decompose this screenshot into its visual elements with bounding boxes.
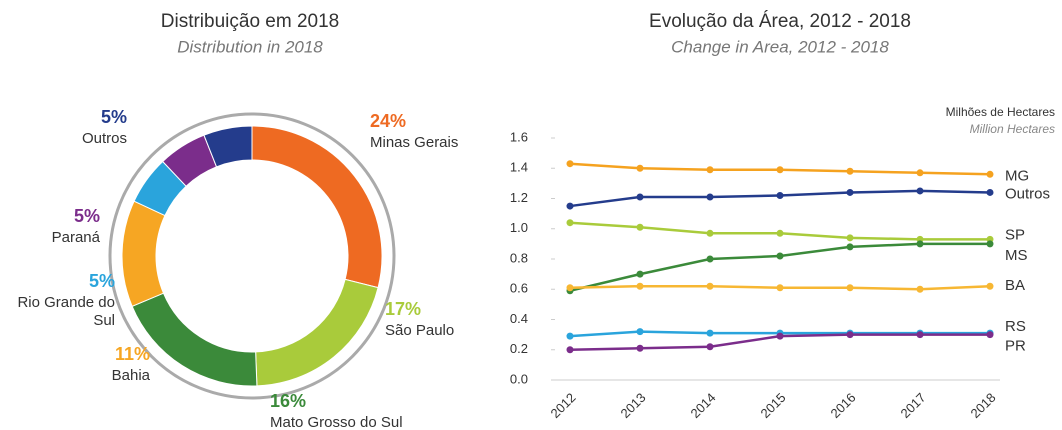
y-tick-label: 0.0	[510, 371, 528, 386]
x-tick-label: 2013	[617, 390, 648, 421]
data-point	[706, 282, 714, 290]
legend-label: MG	[1005, 167, 1029, 184]
data-point	[776, 332, 784, 340]
data-point	[566, 160, 574, 168]
segment-percent: 16%	[270, 391, 307, 411]
chart-subtitle: Change in Area, 2012 - 2018	[671, 37, 889, 56]
legend-label: Outros	[1005, 185, 1050, 202]
data-point	[986, 282, 994, 290]
data-point	[986, 170, 994, 178]
data-point	[846, 331, 854, 339]
chart-title: Evolução da Área, 2012 - 2018	[649, 11, 911, 32]
x-tick-label: 2016	[827, 390, 858, 421]
segment-percent: 11%	[114, 344, 150, 364]
data-point	[916, 240, 924, 248]
data-point	[986, 331, 994, 339]
segment-percent: 17%	[385, 299, 422, 319]
x-tick-label: 2015	[757, 390, 788, 421]
data-point	[916, 331, 924, 339]
legend-label: PR	[1005, 338, 1026, 355]
data-point	[916, 285, 924, 293]
data-point	[706, 255, 714, 263]
segment-percent: 5%	[88, 271, 115, 291]
axis-label: Milhões de Hectares	[946, 105, 1055, 119]
segment-label: Rio Grande do Sul	[17, 294, 115, 329]
segment-percent: 24%	[370, 111, 407, 131]
data-point	[846, 284, 854, 292]
data-point	[636, 193, 644, 201]
data-point	[776, 252, 784, 260]
legend-label: RS	[1005, 318, 1026, 335]
y-tick-label: 1.2	[510, 190, 528, 205]
segment-label: Bahia	[111, 367, 150, 384]
segment-label: Mato Grosso do Sul	[270, 414, 403, 430]
segment-percent: 5%	[100, 107, 127, 127]
data-point	[566, 332, 574, 340]
legend-label: MS	[1005, 247, 1028, 264]
data-point	[846, 234, 854, 242]
data-point	[776, 166, 784, 174]
legend-label: BA	[1005, 277, 1025, 294]
data-point	[846, 243, 854, 251]
data-point	[776, 191, 784, 199]
data-point	[636, 223, 644, 231]
data-point	[636, 328, 644, 336]
y-tick-label: 1.0	[510, 220, 528, 235]
data-point	[706, 166, 714, 174]
data-point	[776, 284, 784, 292]
segment-label: Paraná	[51, 229, 100, 246]
data-point	[916, 187, 924, 195]
donut-ring	[108, 112, 396, 400]
series-line	[569, 242, 990, 292]
y-tick-label: 1.6	[510, 129, 528, 144]
data-point	[566, 284, 574, 292]
donut-segment	[255, 278, 379, 387]
data-point	[706, 229, 714, 237]
y-tick-label: 1.4	[510, 160, 528, 175]
donut-segment	[251, 125, 383, 289]
donut-segment	[203, 125, 253, 168]
data-point	[986, 240, 994, 248]
data-point	[566, 202, 574, 210]
data-point	[706, 193, 714, 201]
x-tick-label: 2018	[967, 390, 998, 421]
data-point	[846, 188, 854, 196]
donut-segment	[131, 292, 258, 387]
y-tick-label: 0.8	[510, 250, 528, 265]
x-tick-label: 2017	[897, 390, 928, 421]
donut-segment	[121, 200, 166, 307]
chart-title: Distribuição em 2018	[161, 11, 339, 32]
segment-percent: 5%	[73, 206, 100, 226]
data-point	[706, 329, 714, 337]
y-tick-label: 0.4	[510, 311, 528, 326]
y-tick-label: 0.2	[510, 341, 528, 356]
segment-label: Outros	[81, 130, 127, 147]
legend-label: SP	[1005, 226, 1025, 243]
data-point	[636, 164, 644, 172]
data-point	[706, 343, 714, 351]
segment-label: Minas Gerais	[370, 134, 459, 151]
data-point	[846, 167, 854, 175]
data-point	[986, 188, 994, 196]
data-point	[636, 282, 644, 290]
data-point	[566, 346, 574, 354]
chart-subtitle: Distribution in 2018	[177, 37, 323, 56]
data-point	[776, 229, 784, 237]
data-point	[636, 344, 644, 352]
y-tick-label: 0.6	[510, 281, 528, 296]
x-tick-label: 2012	[547, 390, 578, 421]
x-tick-label: 2014	[687, 390, 718, 421]
data-point	[636, 270, 644, 278]
data-point	[566, 219, 574, 227]
segment-label: São Paulo	[385, 322, 455, 339]
data-point	[916, 169, 924, 177]
axis-label: Million Hectares	[970, 122, 1055, 136]
